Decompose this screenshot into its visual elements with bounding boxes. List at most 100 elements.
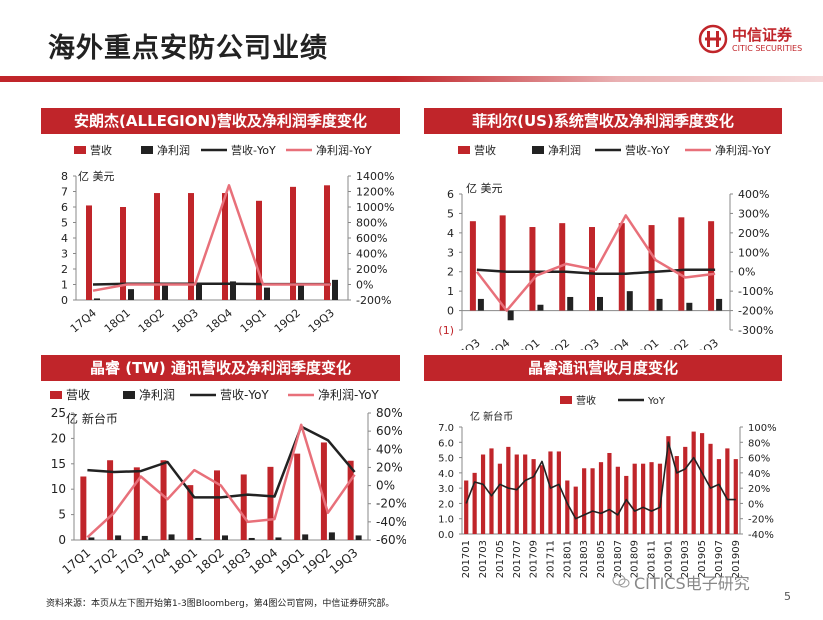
y-right-tick-label: 100% bbox=[748, 423, 777, 434]
bar-revenue bbox=[648, 225, 655, 311]
y-left-tick-label: 4 bbox=[61, 232, 68, 245]
bar-revenue bbox=[464, 480, 469, 534]
bar-revenue bbox=[187, 485, 194, 540]
legend-bar-marker bbox=[458, 146, 470, 154]
x-tick-label: 17Q3 bbox=[113, 546, 147, 578]
bar-net-profit bbox=[275, 537, 282, 540]
x-tick-label: 17Q3 bbox=[452, 336, 483, 350]
legend-label: 净利润-YoY bbox=[318, 388, 379, 402]
y-right-tick-label: 60% bbox=[376, 424, 403, 438]
bar-net-profit bbox=[507, 310, 514, 321]
legend-label: 净利润 bbox=[548, 143, 581, 157]
y-right-tick-label: -40% bbox=[748, 530, 774, 541]
unit-label: 亿 新台币 bbox=[470, 410, 513, 423]
bar-revenue bbox=[120, 207, 126, 300]
bar-revenue bbox=[618, 223, 625, 311]
y-right-tick-label: 400% bbox=[738, 188, 769, 201]
bar-net-profit bbox=[597, 296, 603, 311]
y-right-tick-label: -300% bbox=[738, 324, 773, 337]
x-tick-label: 17Q1 bbox=[60, 546, 94, 578]
x-tick-label: 19Q2 bbox=[660, 336, 691, 350]
x-tick-label: 201705 bbox=[495, 540, 506, 578]
bar-revenue bbox=[641, 463, 646, 534]
legend-bar-marker bbox=[141, 146, 153, 154]
chart-wnc: 营收 净利润 营收-YoY 净利润-YoY 亿 新台币 0 5 10 15 20 25 -60% -40… bbox=[50, 388, 406, 578]
x-tick-label: 18Q2 bbox=[193, 546, 227, 578]
unit-label: 亿 美元 bbox=[466, 182, 503, 195]
line-net-profit-yoy bbox=[475, 214, 716, 312]
x-tick-label: 18Q3 bbox=[170, 306, 201, 335]
y-left-tick-label: 5 bbox=[447, 207, 454, 220]
y-right-tick-label: 300% bbox=[738, 207, 769, 220]
y-left-tick-label: 20 bbox=[51, 431, 66, 445]
logo-text-cn: 中信证券 bbox=[732, 26, 793, 44]
y-right-tick-label: 1400% bbox=[356, 170, 394, 183]
x-tick-label: 201905 bbox=[697, 540, 708, 578]
y-left-tick-label: 2 bbox=[61, 263, 68, 276]
bar-revenue bbox=[523, 454, 528, 534]
bar-net-profit bbox=[88, 537, 95, 540]
bar-net-profit bbox=[94, 298, 100, 300]
bar-revenue bbox=[683, 446, 688, 534]
x-tick-label: 201907 bbox=[714, 540, 725, 578]
x-tick-label: 18Q2 bbox=[541, 336, 572, 350]
y-right-tick-label: 60% bbox=[748, 454, 770, 465]
y-right-tick-label: 1000% bbox=[356, 201, 394, 214]
bar-revenue bbox=[657, 463, 663, 534]
x-tick-label: 18Q1 bbox=[511, 336, 542, 350]
panel-title-flir: 菲利尔(US)系统营收及净利润季度变化 bbox=[424, 108, 782, 134]
y-left-tick-label: 2.0 bbox=[438, 499, 454, 510]
bar-revenue bbox=[480, 454, 486, 534]
y-right-tick-label: 200% bbox=[738, 227, 769, 240]
bar-net-profit bbox=[656, 298, 663, 311]
y-left-tick-label: 6.0 bbox=[438, 438, 454, 449]
bar-net-profit bbox=[477, 298, 484, 311]
y-left-tick-label: 3.0 bbox=[438, 484, 454, 495]
x-tick-label: 18Q1 bbox=[166, 546, 200, 578]
x-tick-label: 201701 bbox=[461, 540, 472, 578]
bar-net-profit bbox=[162, 284, 168, 300]
x-tick-label: 18Q1 bbox=[102, 306, 133, 335]
x-tick-label: 19Q3 bbox=[327, 546, 361, 578]
y-left-tick-label: 3 bbox=[447, 246, 454, 259]
y-right-tick-label: 40% bbox=[748, 469, 770, 480]
x-tick-label: 19Q2 bbox=[300, 546, 334, 578]
bar-revenue bbox=[607, 452, 612, 534]
page-title: 海外重点安防公司业绩 bbox=[48, 33, 328, 64]
bar-revenue bbox=[80, 476, 87, 540]
bar-net-profit bbox=[196, 282, 202, 300]
chart-flir: 营收 净利润 营收-YoY 净利润-YoY 亿 美元 (1) 0 1 2 3 4 5 6 -300% -20… bbox=[438, 143, 773, 350]
y-left-tick-label: 4 bbox=[447, 227, 454, 240]
y-right-tick-label: 0% bbox=[376, 479, 395, 493]
y-left-tick-label: 0 bbox=[447, 305, 454, 318]
x-tick-label: 201707 bbox=[512, 540, 523, 578]
legend-label: 营收 bbox=[576, 394, 596, 407]
legend-label: YoY bbox=[647, 396, 666, 407]
line-revenue-yoy bbox=[87, 425, 356, 499]
y-right-tick-label: -20% bbox=[376, 497, 406, 511]
y-right-tick-label: 80% bbox=[376, 406, 403, 420]
y-right-tick-label: -100% bbox=[738, 285, 773, 298]
watermark: CITICS电子研究 bbox=[634, 574, 750, 593]
y-right-tick-label: 600% bbox=[356, 232, 387, 245]
legend-label: 净利润-YoY bbox=[715, 143, 771, 157]
y-right-tick-label: 0% bbox=[748, 499, 764, 510]
line-yoy bbox=[465, 441, 736, 520]
bar-net-profit bbox=[626, 291, 633, 311]
x-tick-label: 19Q2 bbox=[272, 306, 303, 335]
y-left-tick-label: 0 bbox=[61, 294, 68, 307]
bar-revenue bbox=[506, 446, 511, 534]
header-divider bbox=[0, 76, 823, 82]
x-tick-label: 18Q4 bbox=[204, 306, 235, 335]
bar-revenue bbox=[699, 433, 705, 534]
y-right-tick-label: 80% bbox=[748, 438, 770, 449]
y-left-tick-label: 8 bbox=[61, 170, 68, 183]
y-left-tick-label: 7 bbox=[61, 186, 68, 199]
y-left-tick-label: 0 bbox=[58, 533, 66, 547]
bar-net-profit bbox=[298, 284, 304, 300]
legend-bar-marker bbox=[74, 146, 86, 154]
bar-revenue bbox=[240, 474, 247, 540]
legend-label: 营收-YoY bbox=[220, 388, 269, 402]
x-tick-label: 18Q3 bbox=[220, 546, 254, 578]
bar-net-profit bbox=[141, 535, 148, 540]
